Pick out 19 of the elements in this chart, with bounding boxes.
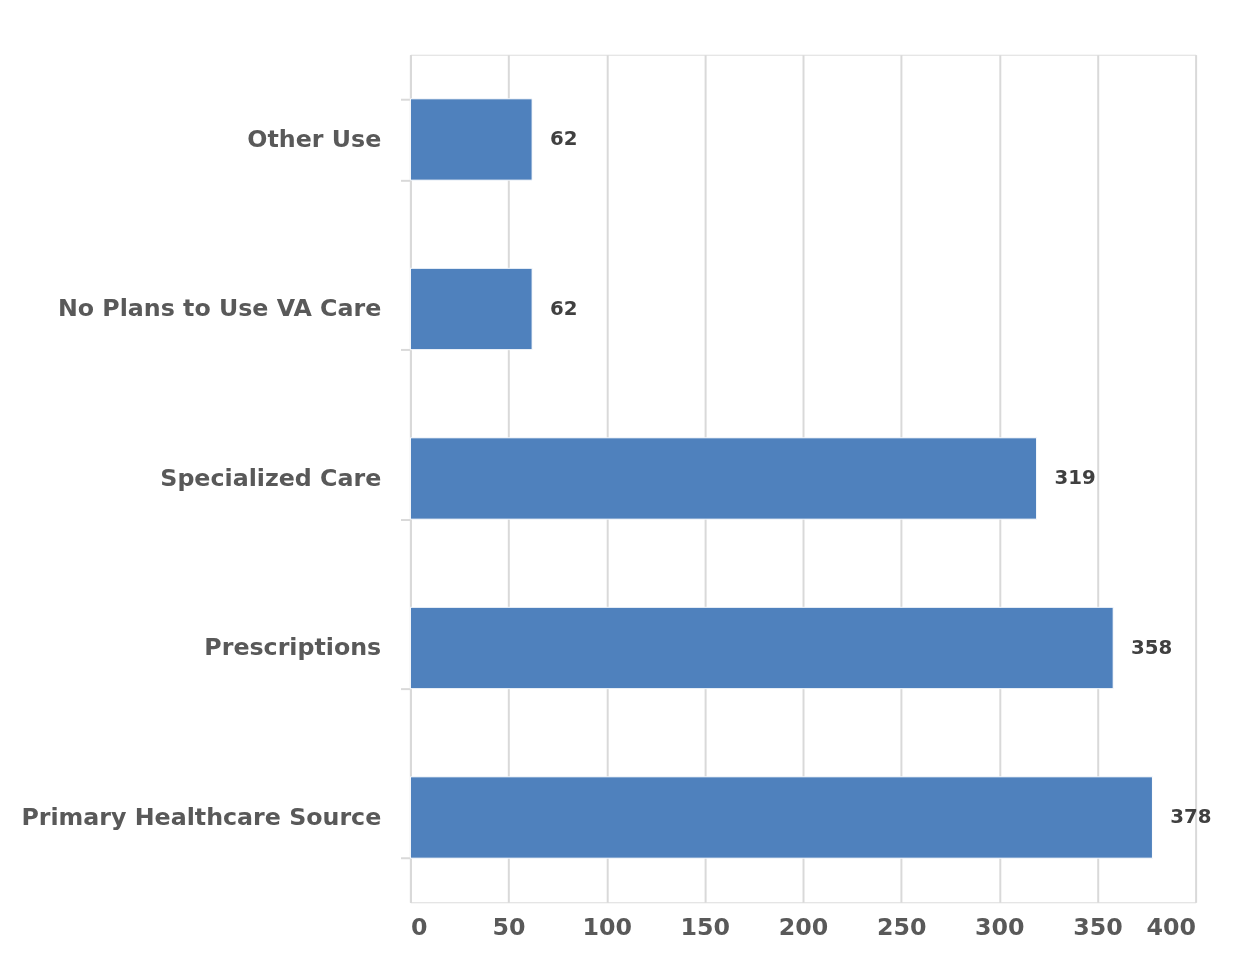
data-label: 358 <box>1130 635 1173 659</box>
x-tick-label: 50 <box>492 913 526 942</box>
x-tick-label: 300 <box>975 913 1025 942</box>
data-label: 62 <box>549 127 578 151</box>
data-label: 319 <box>1054 466 1096 490</box>
y-tick-label: Other Use <box>247 124 382 153</box>
data-label: 378 <box>1170 805 1212 829</box>
x-tick-label: 150 <box>680 913 731 942</box>
x-tick-label: 200 <box>778 913 829 942</box>
x-tick-label: 0 <box>410 913 428 942</box>
x-tick-label: 350 <box>1073 913 1123 942</box>
y-tick-label: Specialized Care <box>160 463 382 492</box>
y-tick-label: Primary Healthcare Source <box>21 802 382 831</box>
x-tick-label: 250 <box>876 913 927 942</box>
data-label: 62 <box>549 296 578 320</box>
x-tick-label: 400 <box>1146 913 1197 942</box>
y-tick-label: Prescriptions <box>204 633 382 662</box>
y-tick-label: No Plans to Use VA Care <box>57 294 382 323</box>
x-tick-label: 100 <box>582 913 632 942</box>
